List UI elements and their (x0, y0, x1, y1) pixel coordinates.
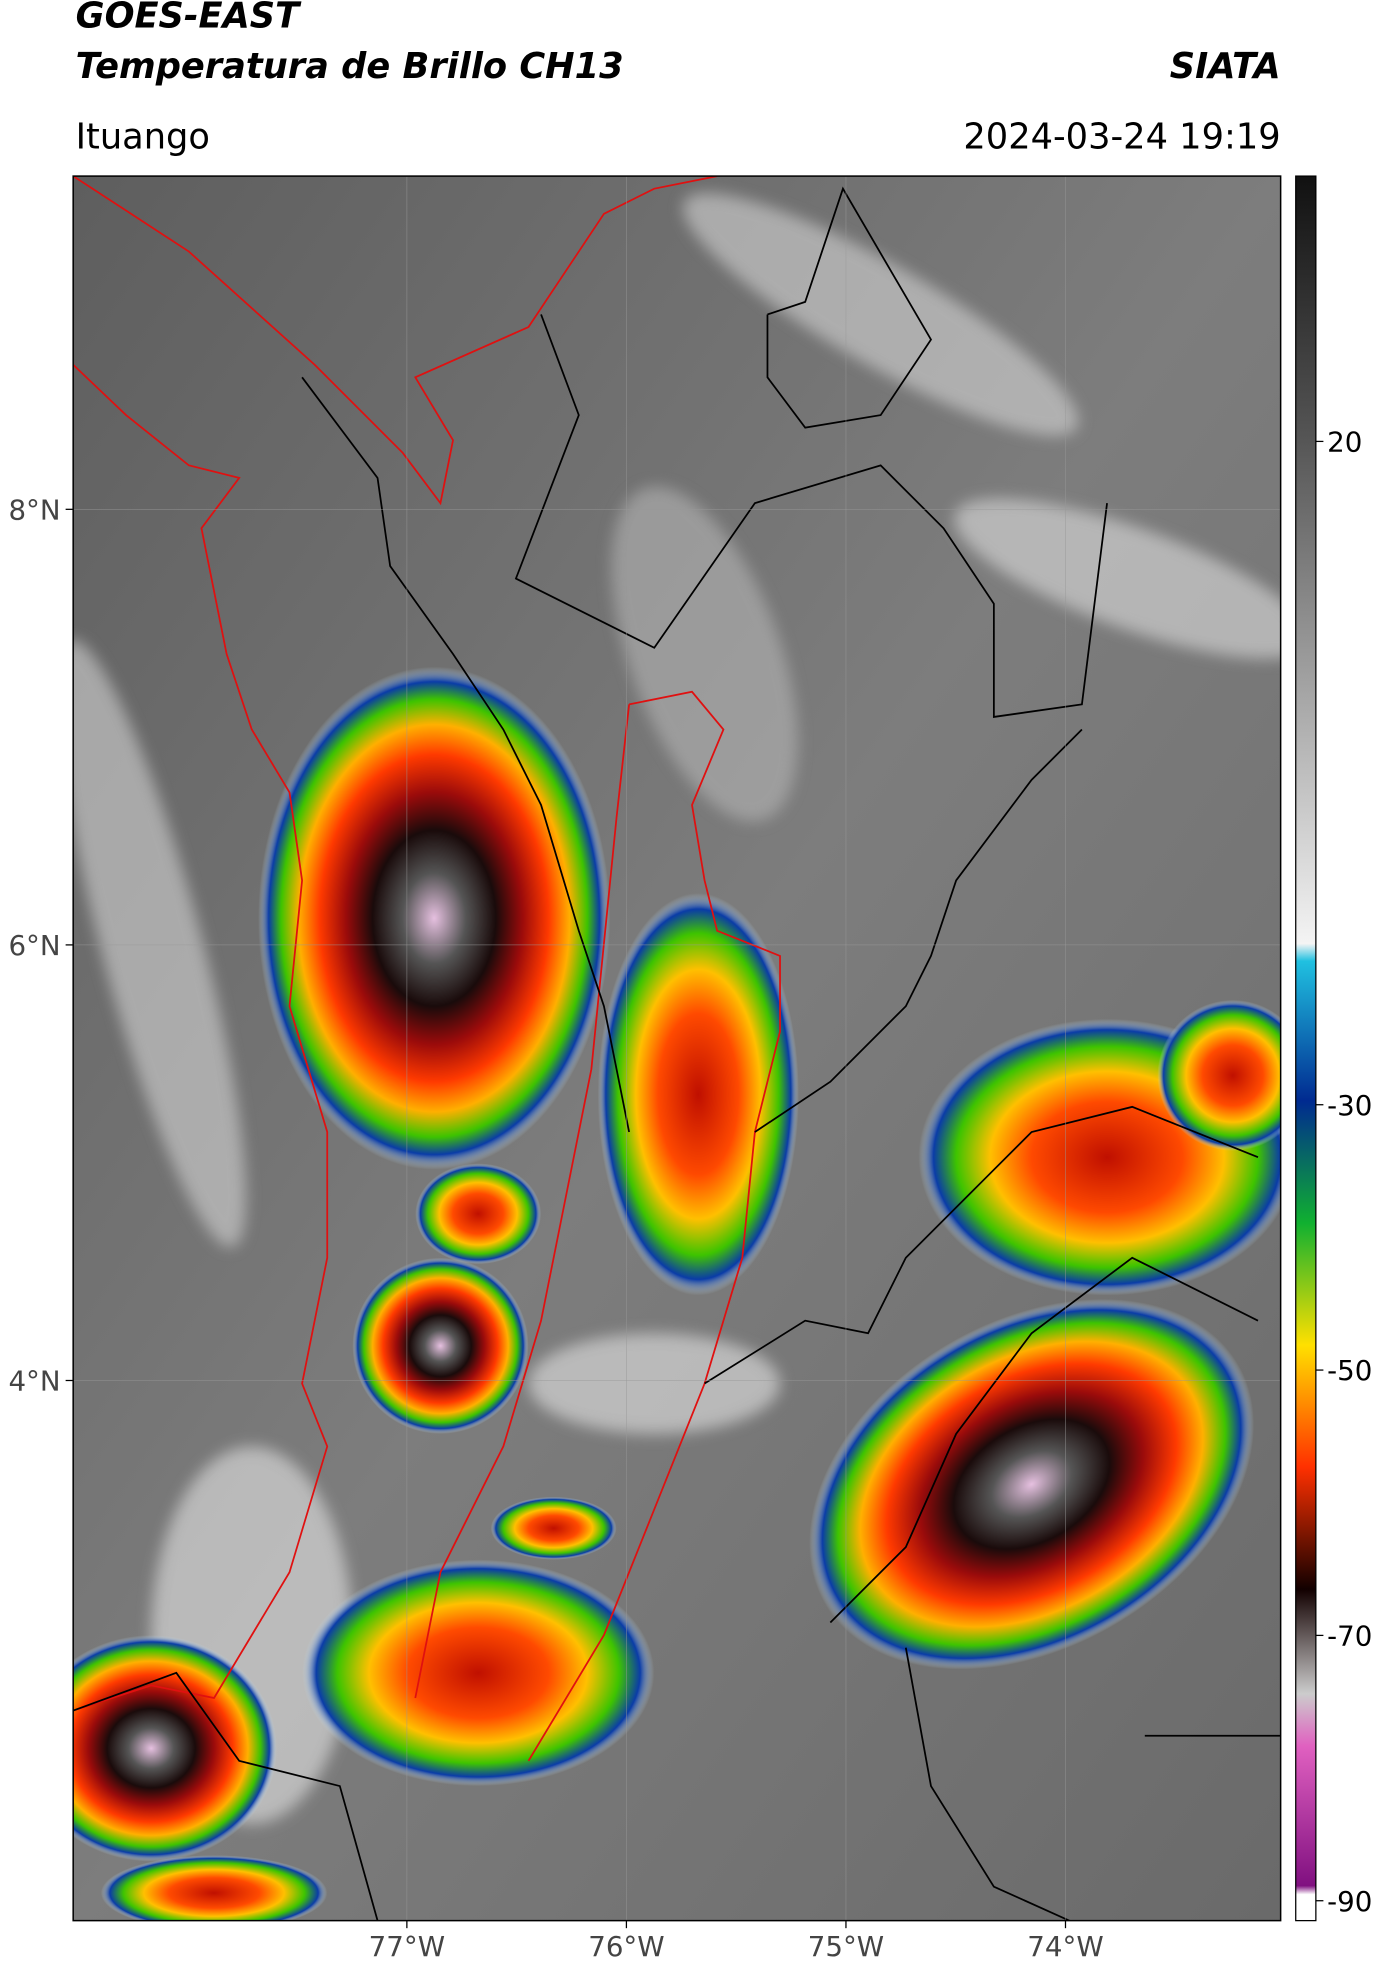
department-border (414, 704, 630, 1699)
storm (597, 893, 799, 1296)
admin-border (754, 728, 1083, 1133)
department-border (527, 690, 781, 1762)
storm (352, 1257, 529, 1434)
location: Ituango (76, 116, 210, 157)
colorbar-tick-label: -50 (1327, 1354, 1372, 1387)
colorbar-tick-label: -90 (1327, 1885, 1372, 1918)
colorbar-tick-label: -30 (1327, 1089, 1372, 1122)
title: GOES-EAST (76, 0, 302, 37)
admin-border (766, 186, 933, 429)
storm (809, 1298, 1255, 1670)
timestamp: 2024-03-24 19:19 (963, 116, 1280, 157)
map-frame (72, 175, 1282, 1922)
coastline (73, 176, 718, 506)
storm (302, 1559, 655, 1787)
colorbar (1295, 175, 1317, 1922)
storm (1157, 999, 1281, 1151)
admin-border (904, 1647, 1070, 1921)
admin-border (514, 314, 1108, 718)
lat-tick-label: 6°N (8, 929, 60, 962)
lon-tick-label: 77°W (369, 1930, 445, 1963)
colorbar-tick-label: -70 (1327, 1619, 1372, 1652)
lon-tick-label: 75°W (808, 1930, 884, 1963)
map-image (73, 176, 1281, 1921)
storm (258, 666, 611, 1170)
lon-tick-label: 74°W (1027, 1930, 1103, 1963)
lon-tick-label: 76°W (588, 1930, 664, 1963)
lat-tick-label: 4°N (8, 1365, 60, 1398)
storm (490, 1496, 617, 1560)
admin-border (301, 376, 630, 1133)
brand: SIATA (1170, 46, 1281, 87)
coastline (73, 364, 329, 1712)
storm (100, 1855, 328, 1921)
lat-tick-label: 8°N (8, 493, 60, 526)
admin-border (829, 1256, 1259, 1624)
storm (73, 1635, 277, 1862)
admin-border (704, 1105, 1259, 1385)
borders (73, 176, 1281, 1921)
colorbar-tick-label: 20 (1327, 425, 1362, 458)
admin-border (73, 1671, 379, 1921)
graticule (73, 176, 1281, 1921)
subtitle: Temperatura de Brillo CH13 (76, 46, 624, 87)
storm (415, 1163, 542, 1265)
